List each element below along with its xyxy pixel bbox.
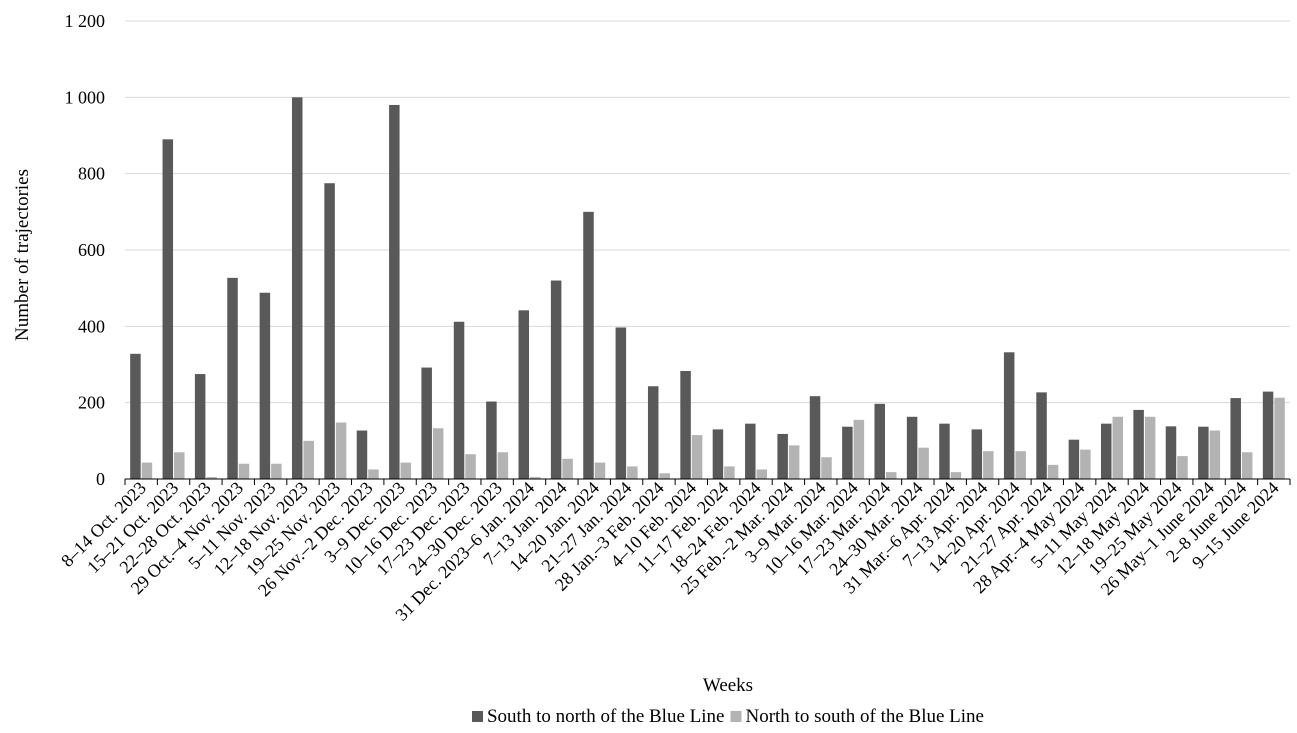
bar — [918, 447, 929, 479]
bar — [971, 429, 983, 479]
bar — [1133, 409, 1144, 479]
y-tick-label: 200 — [78, 393, 105, 413]
bar — [950, 472, 962, 479]
bar — [497, 452, 509, 479]
bar — [712, 429, 724, 479]
bar — [194, 374, 206, 479]
bar — [583, 211, 594, 480]
bar — [615, 327, 627, 479]
legend-swatch — [471, 711, 483, 722]
bar — [1230, 398, 1241, 479]
bar — [1241, 452, 1253, 479]
gridlines — [125, 20, 1290, 404]
bar — [259, 292, 271, 479]
y-tick-label: 600 — [78, 240, 105, 260]
bar — [368, 469, 379, 479]
bar — [324, 183, 335, 480]
bar — [174, 452, 185, 479]
bar — [1003, 352, 1015, 479]
bar — [400, 462, 412, 479]
bar — [238, 463, 250, 479]
bar — [530, 477, 541, 479]
bar — [809, 396, 821, 479]
bar — [518, 310, 530, 479]
bar — [389, 104, 400, 479]
bar — [821, 457, 832, 479]
y-tick-label: 400 — [78, 316, 105, 336]
bar — [885, 472, 897, 479]
bar — [356, 430, 368, 479]
legend: South to north of the Blue Line North to … — [471, 706, 984, 727]
bar — [983, 451, 994, 479]
bar — [1165, 426, 1177, 479]
axes — [124, 478, 1291, 485]
bar — [206, 477, 217, 479]
bar — [939, 423, 950, 479]
bar — [432, 428, 444, 479]
bar — [550, 280, 562, 479]
legend-swatch — [730, 711, 742, 722]
legend-label: North to south of the Blue Line — [745, 706, 984, 727]
bar — [853, 419, 865, 479]
bar — [1101, 423, 1112, 479]
bar — [1080, 449, 1091, 479]
y-tick-label: 1 000 — [65, 87, 106, 107]
bar — [745, 423, 756, 479]
bar — [691, 435, 703, 479]
bar — [141, 462, 153, 479]
bar — [335, 422, 347, 479]
bar — [756, 469, 768, 479]
bars — [130, 97, 1285, 480]
bar — [788, 445, 800, 479]
bar — [627, 466, 638, 479]
bar — [659, 473, 670, 479]
bar — [1198, 426, 1209, 479]
x-axis-title: Weeks — [703, 675, 753, 696]
bar — [303, 440, 314, 479]
bar — [562, 458, 573, 479]
bar — [647, 386, 659, 479]
bar — [291, 97, 303, 479]
y-tick-label: 800 — [78, 164, 105, 184]
bar — [1047, 464, 1059, 479]
bar — [1177, 456, 1188, 479]
bar — [874, 403, 885, 479]
y-axis-title: Number of trajectories — [12, 169, 33, 341]
bar — [906, 416, 918, 479]
bar — [1036, 392, 1047, 479]
bar — [680, 370, 691, 479]
bar — [1274, 397, 1285, 479]
bar — [724, 466, 735, 479]
y-tick-label: 1 200 — [65, 11, 106, 31]
bar — [1112, 416, 1124, 479]
bar — [162, 139, 174, 480]
bar — [1262, 391, 1274, 479]
bar — [777, 433, 788, 479]
bar — [1144, 416, 1156, 479]
bar — [227, 277, 238, 479]
bar — [842, 426, 853, 479]
y-tick-label: 0 — [96, 469, 105, 489]
bar — [1015, 451, 1026, 479]
legend-label: South to north of the Blue Line — [487, 706, 724, 727]
bar — [421, 367, 432, 479]
bar — [465, 454, 476, 479]
bar — [453, 321, 465, 479]
bar — [130, 353, 141, 479]
bar — [1068, 439, 1080, 479]
bar — [594, 462, 606, 479]
bar — [1209, 430, 1221, 479]
bar — [486, 401, 497, 479]
bar — [271, 463, 282, 479]
